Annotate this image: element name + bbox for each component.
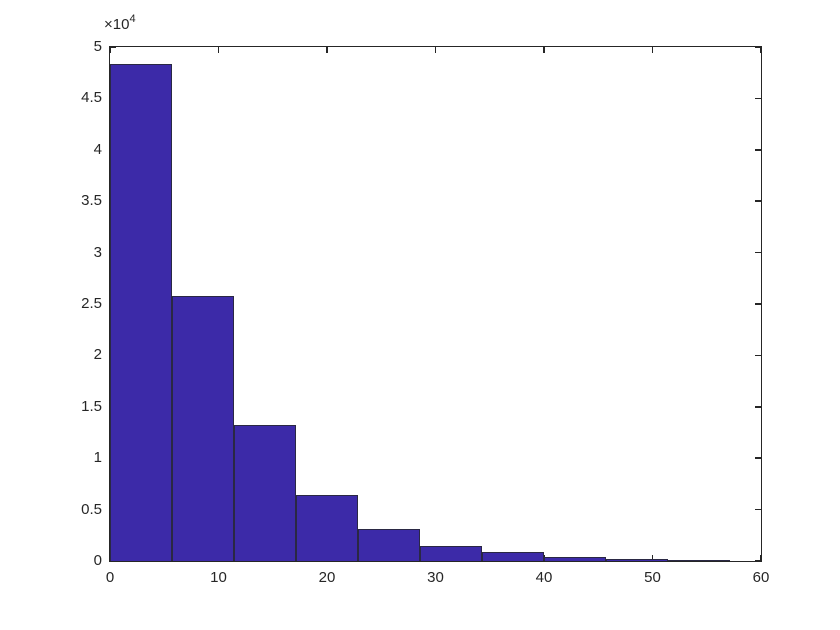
x-tick-label: 10 [210,569,227,586]
y-axis-tick [110,46,116,48]
y-axis-tick-right [755,303,761,305]
x-axis-tick-top [326,47,328,53]
x-tick-label: 60 [752,569,770,586]
plot-box: 0 10 20 30 40 50 60 0 0.5 1 1.5 2 2.5 3 3.5 4 4.5 5 [81,39,769,586]
histogram-bar [606,559,668,561]
exponent-base: ×10 [104,16,130,33]
histogram-bar [110,64,172,561]
histogram-bar [668,560,730,561]
y-axis-tick-right [755,149,761,151]
x-tick-label: 0 [105,569,115,586]
histogram-bar [172,295,234,561]
x-axis-tick-top [434,47,437,53]
y-axis-tick-right [755,251,761,254]
y-axis-tick-right [755,406,761,408]
x-tick-label: 20 [318,569,336,586]
histogram-bar [296,495,358,561]
y-tick-label: 2 [93,346,102,364]
y-tick-label: 1.5 [81,397,102,415]
y-axis-tick-right [755,354,761,357]
y-axis-tick-right [755,508,761,511]
histogram-bar [419,546,482,561]
y-tick-label: 2.5 [81,295,102,312]
x-axis-tick-top [543,47,545,53]
y-tick-label: 1 [93,449,102,467]
y-axis-tick-right [755,457,761,459]
y-tick-label: 0 [93,552,102,569]
x-axis-tick-top [651,47,654,53]
x-axis-tick-top [760,47,762,53]
y-tick-label: 0.5 [81,500,102,518]
histogram-bar [234,425,296,561]
x-axis-tick [760,555,762,561]
y-axis-exponent-label: ×104 [104,13,136,33]
x-axis-tick-top [109,47,111,53]
y-tick-label: 3 [93,243,102,261]
y-axis-tick-right [755,560,761,562]
x-tick-label: 30 [427,569,444,586]
y-tick-label: 3.5 [81,192,102,210]
histogram-bar [357,529,420,561]
y-axis-tick [110,560,116,562]
x-axis-tick [651,555,654,561]
x-tick-label: 40 [535,569,553,586]
y-tick-label: 4.5 [81,89,102,107]
y-tick-label: 4 [93,140,102,158]
y-tick-label: 5 [93,38,102,55]
x-tick-label: 50 [644,569,661,586]
y-axis-tick-right [755,200,761,202]
histogram-bar [544,556,606,561]
histogram-bar [481,552,544,561]
y-axis-tick-right [755,97,761,100]
y-axis-tick-right [755,46,761,48]
exponent-power: 4 [129,13,136,25]
x-axis-tick-top [217,47,220,53]
